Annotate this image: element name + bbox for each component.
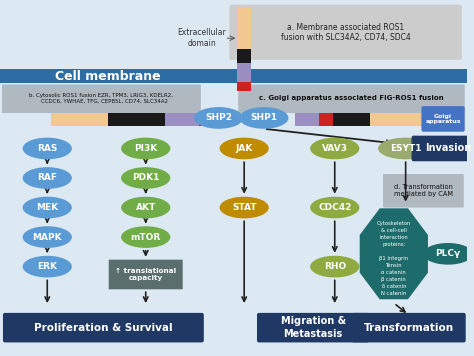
Text: Cytoskeleton
& cell-cell
interaction
proteins:

β1 integrin
Tensin
α catenin
β c: Cytoskeleton & cell-cell interaction pro…: [377, 221, 411, 296]
Text: c. Golgi apparatus associated FIG-ROS1 fusion: c. Golgi apparatus associated FIG-ROS1 f…: [259, 95, 444, 101]
Text: Cell membrane: Cell membrane: [55, 69, 161, 83]
Polygon shape: [360, 208, 428, 299]
Text: RAF: RAF: [37, 173, 57, 183]
Ellipse shape: [23, 226, 72, 248]
Text: d. Transformation
mediated by CAM: d. Transformation mediated by CAM: [394, 184, 453, 197]
Ellipse shape: [423, 243, 473, 265]
FancyBboxPatch shape: [411, 136, 474, 161]
Text: RAS: RAS: [37, 144, 57, 153]
Bar: [108, 113, 165, 126]
Bar: [295, 113, 319, 126]
Text: b. Cytosolic ROS1 fusion EZR, TPM3, LRIG3, KDELR2,
    CCDC6, YWHAE, TFG, CEP85L: b. Cytosolic ROS1 fusion EZR, TPM3, LRIG…: [29, 93, 173, 104]
Text: MEK: MEK: [36, 203, 58, 212]
Bar: [319, 113, 333, 126]
Ellipse shape: [23, 256, 72, 277]
Ellipse shape: [239, 107, 289, 129]
Bar: [165, 113, 199, 126]
Text: JAK: JAK: [236, 144, 253, 153]
Ellipse shape: [310, 138, 359, 159]
Text: ERK: ERK: [37, 262, 57, 271]
Text: RHO: RHO: [324, 262, 346, 271]
Ellipse shape: [121, 226, 170, 248]
Bar: [333, 113, 370, 126]
FancyBboxPatch shape: [352, 313, 466, 342]
Ellipse shape: [378, 138, 433, 159]
Text: PI3K: PI3K: [134, 144, 157, 153]
Text: VAV3: VAV3: [322, 144, 348, 153]
FancyBboxPatch shape: [229, 5, 462, 60]
Text: ESYT1: ESYT1: [390, 144, 421, 153]
FancyBboxPatch shape: [421, 106, 465, 132]
FancyBboxPatch shape: [109, 260, 182, 289]
Text: PLCγ: PLCγ: [436, 249, 461, 258]
Bar: [199, 113, 215, 126]
Text: PDK1: PDK1: [132, 173, 159, 183]
Bar: [237, 49, 251, 63]
Text: Extracellular
domain: Extracellular domain: [177, 28, 226, 48]
Bar: [370, 113, 425, 126]
FancyBboxPatch shape: [238, 84, 465, 113]
Text: SHP1: SHP1: [250, 114, 277, 122]
Ellipse shape: [23, 167, 72, 189]
Text: a. Membrane associated ROS1
fusion with SLC34A2, CD74, SDC4: a. Membrane associated ROS1 fusion with …: [281, 22, 410, 42]
Ellipse shape: [219, 197, 269, 218]
Bar: [51, 113, 108, 126]
Text: AKT: AKT: [136, 203, 156, 212]
Bar: [237, 7, 251, 49]
Ellipse shape: [310, 197, 359, 218]
FancyBboxPatch shape: [257, 313, 369, 342]
Ellipse shape: [310, 256, 359, 277]
FancyBboxPatch shape: [383, 174, 464, 208]
Text: mTOR: mTOR: [131, 232, 161, 242]
Bar: [237, 63, 251, 83]
Ellipse shape: [194, 107, 243, 129]
Ellipse shape: [121, 167, 170, 189]
Ellipse shape: [121, 197, 170, 218]
FancyBboxPatch shape: [2, 84, 201, 113]
Bar: [237, 83, 251, 91]
Ellipse shape: [23, 197, 72, 218]
Text: MAPK: MAPK: [32, 232, 62, 242]
Text: Invasion: Invasion: [425, 143, 471, 153]
Text: Transformation: Transformation: [364, 323, 454, 333]
Text: Proliferation & Survival: Proliferation & Survival: [34, 323, 173, 333]
Text: CDC42: CDC42: [318, 203, 351, 212]
Ellipse shape: [219, 138, 269, 159]
FancyBboxPatch shape: [3, 313, 204, 342]
Ellipse shape: [23, 138, 72, 159]
Text: Migration &
Metastasis: Migration & Metastasis: [281, 316, 346, 339]
Text: Golgi
apparatus: Golgi apparatus: [425, 114, 461, 124]
Text: ↑ translational
capacity: ↑ translational capacity: [115, 268, 176, 281]
Bar: [0, 69, 467, 83]
Text: STAT: STAT: [232, 203, 256, 212]
Ellipse shape: [121, 138, 170, 159]
Text: SHP2: SHP2: [205, 114, 232, 122]
